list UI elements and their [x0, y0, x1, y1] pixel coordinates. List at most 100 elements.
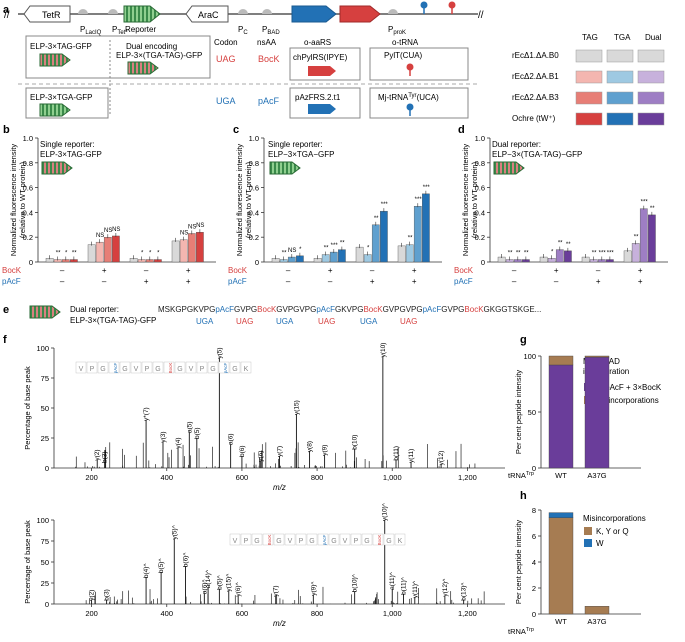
bar-g-0-0 [548, 364, 574, 469]
codon-0: UGA [196, 317, 214, 326]
chart-b: 0 0.2 0.4 0.6 0.8 1.0 Normalized fluorescence … [2, 134, 216, 286]
ylabel-top: Percentage of base peak [23, 366, 32, 450]
sig-d-3-1: ** [634, 234, 639, 240]
peak-label-top-8: a(6) [228, 433, 235, 445]
svg-text:tRNATrp: tRNATrp [508, 471, 534, 480]
sig-b-2-3: * [157, 251, 160, 257]
frag-top-11: P [200, 366, 205, 373]
bock-b-2: – [144, 266, 149, 275]
ytick-h-2: 4 [532, 558, 536, 567]
row2-trna-post: (UCA) [417, 93, 440, 102]
pbad-sub: BAD [267, 30, 280, 36]
svg-text:PBAD: PBAD [262, 25, 280, 36]
pc-p: P [238, 25, 243, 34]
trna-red-icon [448, 1, 456, 9]
peak-label-bot-1: b(3) [104, 589, 111, 601]
sig-c-1-1: ** [324, 246, 329, 252]
panel-b-label: b [3, 124, 10, 136]
seq-part-14: GVPG [441, 305, 464, 314]
legend-swatch-2-0 [575, 91, 603, 105]
bock-c-3: + [412, 266, 417, 275]
row1-aars: chPylRS(IPYE) [293, 53, 348, 62]
chart-c: 0 0.2 0.4 0.6 0.8 1.0 Normalized fluorescence … [228, 134, 442, 286]
bar-d-1-3 [564, 250, 572, 263]
e-title1: Dual reporter: [70, 305, 119, 314]
bar-h-0-1 [548, 512, 574, 518]
bar-c-1-1 [321, 254, 330, 263]
bar-c-2-2 [371, 224, 380, 263]
ytick-h-1: 2 [532, 584, 536, 593]
ytick-b-4: 0.8 [23, 159, 33, 168]
peak-label-bot-8: b(5)^ [216, 574, 223, 590]
ytick-b-0: 0 [29, 258, 33, 267]
svg-text://: // [4, 10, 10, 21]
g-legend-0: 3×pAcF + 3×BocK [596, 383, 662, 392]
pacf-d-0: – [512, 277, 517, 286]
sig-b-2-1: * [141, 251, 144, 257]
legend-swatch-0-2 [637, 49, 665, 63]
pacf-c-1: – [328, 277, 333, 286]
pacf-d-2: + [596, 277, 601, 286]
pc-sub: C [243, 30, 248, 36]
ytick-g-2: 100 [523, 352, 536, 361]
xcat-h-1: A37G [587, 617, 606, 626]
sig-b-3-2: NS [188, 224, 196, 230]
g-xlabel-sup: Trp [526, 471, 534, 477]
aars-blue-gene [291, 5, 337, 23]
frag-top-13: pAcF [223, 363, 228, 374]
peak-label-bot-2: b(4)^ [143, 563, 150, 579]
seq-part-0: MSKGPGK [158, 305, 199, 314]
peak-label-bot-18: y(12)^ [442, 578, 449, 597]
row1-reporter1: ELP-3×TAG-GFP [30, 42, 92, 51]
legend-swatch-3-2 [637, 112, 665, 126]
xtick-bot-2: 600 [236, 609, 249, 618]
row2-trna-sup: Tyr [408, 93, 416, 99]
ytick-top-1: 25 [41, 434, 49, 443]
xtick-bot-5: 1,200 [458, 609, 477, 618]
sig-d-3-3: ** [650, 206, 655, 212]
sig-d-0-1: ** [508, 251, 513, 257]
frag-top-3: pAcF [113, 363, 118, 374]
ylabel2-c: (relative to WT protein) [244, 161, 253, 238]
seq-part-7: pAcF [316, 305, 335, 314]
pacf-label-b: pAcF [2, 277, 21, 286]
peak-label-bot-3: b(5)^ [158, 558, 165, 574]
sig-c-1-3: ** [340, 241, 345, 247]
bar-c-3-2 [413, 205, 422, 263]
ytick-g-0: 0 [532, 464, 536, 473]
sig-c-0-2: NS [288, 248, 296, 254]
seq-part-6: VPG [299, 305, 316, 314]
pacf-label-c: pAcF [228, 277, 247, 286]
peak-label-bot-15: a(11)^ [389, 571, 396, 590]
b-title1: Single reporter: [40, 140, 95, 149]
ytick-bot-3: 75 [41, 537, 49, 546]
bar-c-3-3 [422, 193, 430, 263]
peak-label-top-7: y(5) [216, 347, 223, 358]
svg-text:PTet*: PTet* [112, 25, 128, 36]
ylabel2-b: (relative to WT protein) [18, 161, 27, 238]
svg-text:PLacIQ: PLacIQ [80, 25, 102, 36]
seq-part-11: GVPG [383, 305, 406, 314]
pacf-b-0: – [60, 277, 65, 286]
peak-label-top-6: b(5) [194, 427, 201, 439]
bar-c-3-0 [397, 245, 406, 263]
peak-label-bot-14: y(10)^ [382, 502, 389, 521]
sig-b-3-1: NS [180, 231, 188, 237]
sig-b-0-3: ** [72, 251, 77, 257]
bar-d-1-2 [555, 249, 564, 263]
reporter-gene [123, 5, 161, 23]
peak-label-top-2: y*(7) [143, 407, 150, 421]
seq-part-15: BocK [464, 305, 484, 314]
bock-b-3: + [186, 266, 191, 275]
frag-bot-6: P [299, 538, 304, 545]
ytick-d-3: 0.6 [475, 184, 485, 193]
bar-b-3-2 [187, 233, 196, 263]
sig-c-0-3: * [299, 247, 302, 253]
seq-part-10: BocK [363, 305, 383, 314]
panel-f: f 0 25 50 75 100 200 400 600 800 1,000 1,200 Percen… [3, 334, 505, 628]
pacf-b-2: + [144, 277, 149, 286]
ptet-sub: Tet* [117, 30, 128, 36]
bock-d-2: – [596, 266, 601, 275]
